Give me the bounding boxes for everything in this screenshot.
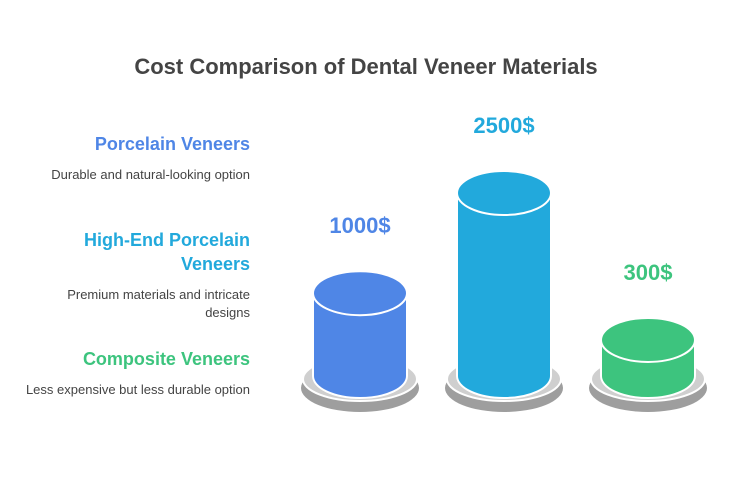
bar xyxy=(456,192,552,399)
legend-item: Porcelain Veneers Durable and natural-loo… xyxy=(20,132,250,184)
legend-item: Composite Veneers Less expensive but less… xyxy=(20,347,250,399)
chart-title: Cost Comparison of Dental Veneer Materia… xyxy=(134,54,597,79)
category-description: Premium materials and intricate designs xyxy=(67,287,250,320)
value-label: 300$ xyxy=(624,260,673,285)
bar-top xyxy=(312,270,408,317)
bar-top xyxy=(456,170,552,216)
bar xyxy=(312,292,408,399)
bar-top xyxy=(600,316,696,363)
category-name: High-End Porcelain Veneers xyxy=(83,230,250,274)
category-description: Durable and natural-looking option xyxy=(51,167,250,182)
category-name: Porcelain Veneers xyxy=(94,134,250,154)
legend-item: High-End Porcelain Veneers Premium materi… xyxy=(20,228,250,322)
category-name: Composite Veneers xyxy=(82,349,250,369)
category-description: Less expensive but less durable option xyxy=(25,382,250,397)
value-label: 2500$ xyxy=(473,113,534,138)
value-label: 1000$ xyxy=(329,213,390,238)
